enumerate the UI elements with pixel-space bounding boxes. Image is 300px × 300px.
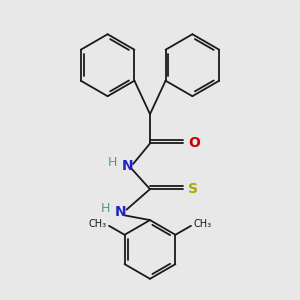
Text: O: O — [188, 136, 200, 151]
Text: N: N — [115, 205, 127, 219]
Text: H: H — [101, 202, 110, 214]
Text: H: H — [107, 156, 117, 169]
Text: N: N — [122, 159, 133, 173]
Text: CH₃: CH₃ — [88, 219, 106, 229]
Text: S: S — [188, 182, 199, 196]
Text: CH₃: CH₃ — [194, 219, 212, 229]
